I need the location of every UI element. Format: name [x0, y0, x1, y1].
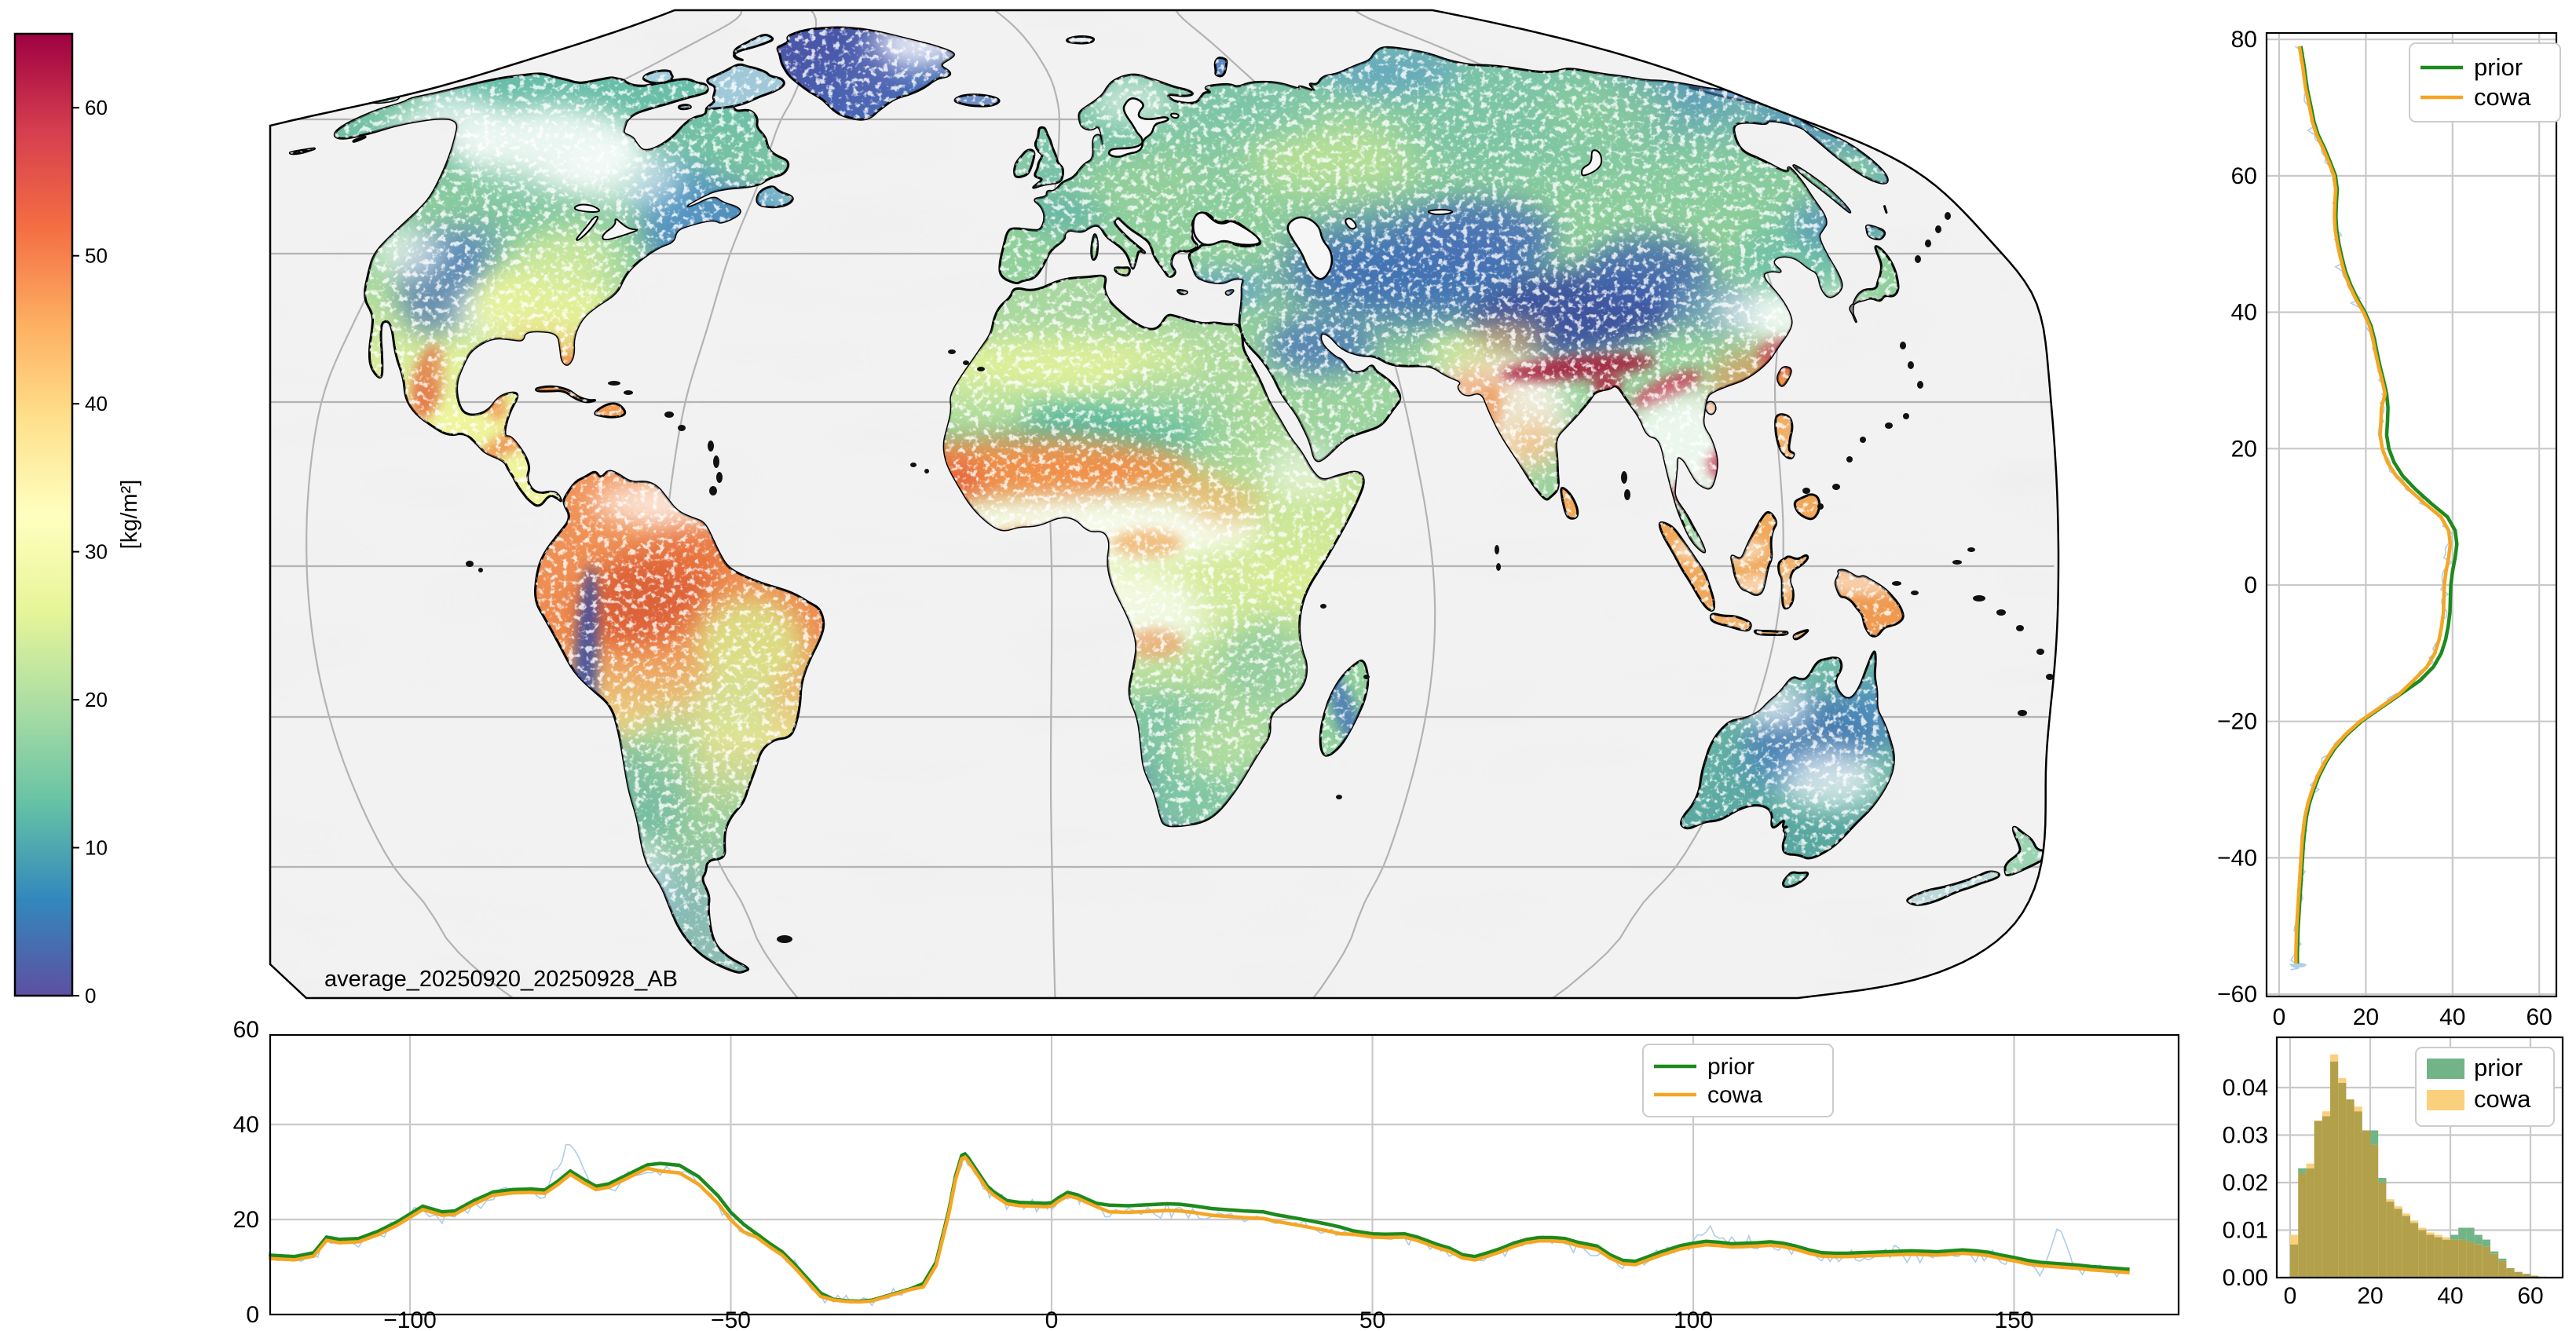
svg-text:−50: −50 [711, 1307, 751, 1331]
svg-text:cowa: cowa [2474, 83, 2531, 111]
svg-text:20: 20 [2353, 1004, 2379, 1030]
svg-text:[kg/m²]: [kg/m²] [117, 480, 142, 550]
svg-text:prior: prior [2474, 1054, 2523, 1081]
svg-text:average_20250920_20250928_AB: average_20250920_20250928_AB [324, 967, 678, 992]
svg-text:0: 0 [2284, 1283, 2297, 1309]
svg-text:40: 40 [85, 392, 108, 415]
svg-text:20: 20 [2357, 1283, 2383, 1309]
svg-text:0: 0 [246, 1302, 259, 1328]
svg-text:60: 60 [233, 1017, 259, 1043]
svg-text:60: 60 [85, 96, 108, 119]
svg-text:cowa: cowa [2474, 1085, 2531, 1113]
svg-text:80: 80 [2231, 27, 2257, 53]
svg-text:30: 30 [85, 540, 108, 564]
svg-text:0: 0 [1045, 1307, 1059, 1331]
svg-text:−100: −100 [383, 1307, 437, 1331]
svg-text:0: 0 [2244, 572, 2257, 598]
svg-text:40: 40 [2437, 1283, 2463, 1309]
svg-text:10: 10 [85, 836, 108, 860]
svg-text:0.04: 0.04 [2223, 1075, 2268, 1101]
svg-text:20: 20 [2231, 436, 2257, 462]
svg-text:−40: −40 [2217, 845, 2257, 871]
svg-text:−20: −20 [2217, 709, 2257, 735]
svg-text:40: 40 [2231, 300, 2257, 326]
svg-text:0.03: 0.03 [2223, 1123, 2268, 1149]
svg-text:prior: prior [1707, 1054, 1755, 1080]
svg-text:50: 50 [85, 244, 108, 268]
svg-text:cowa: cowa [1707, 1082, 1762, 1108]
svg-text:0.00: 0.00 [2223, 1265, 2268, 1291]
svg-text:150: 150 [1994, 1307, 2033, 1331]
svg-text:20: 20 [233, 1207, 259, 1233]
svg-text:prior: prior [2474, 53, 2523, 81]
svg-text:60: 60 [2527, 1004, 2552, 1030]
svg-text:−60: −60 [2217, 982, 2257, 1007]
svg-text:60: 60 [2517, 1283, 2543, 1309]
svg-text:60: 60 [2231, 163, 2257, 189]
svg-text:100: 100 [1674, 1307, 1713, 1331]
svg-text:20: 20 [85, 688, 108, 711]
svg-text:50: 50 [1359, 1307, 1385, 1331]
svg-text:0: 0 [85, 984, 96, 1007]
svg-text:0.01: 0.01 [2223, 1218, 2268, 1244]
svg-text:0: 0 [2273, 1004, 2286, 1030]
svg-text:40: 40 [233, 1112, 259, 1138]
svg-text:0.02: 0.02 [2223, 1170, 2268, 1196]
svg-text:40: 40 [2439, 1004, 2465, 1030]
